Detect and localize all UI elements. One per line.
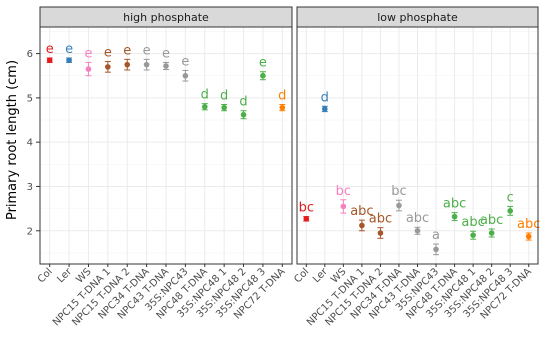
significance-label: d	[278, 89, 286, 104]
significance-label: d	[239, 95, 247, 110]
data-point	[124, 61, 131, 68]
significance-label: e	[259, 56, 267, 71]
significance-label: d	[220, 89, 228, 104]
significance-label: bc	[336, 184, 351, 199]
data-point	[221, 104, 227, 111]
significance-label: abc	[406, 211, 429, 226]
significance-label: abc	[350, 204, 373, 219]
data-point	[451, 213, 458, 220]
significance-label: e	[65, 42, 73, 57]
data-point	[46, 57, 53, 64]
y-tick-label: 3	[27, 182, 33, 193]
data-point	[163, 63, 169, 69]
data-point	[488, 230, 495, 236]
significance-label: bc	[299, 201, 314, 216]
data-point	[182, 72, 189, 79]
significance-label: e	[162, 46, 170, 61]
significance-label: abc	[443, 197, 466, 212]
facet-strip-title: high phosphate	[123, 11, 209, 24]
data-point	[303, 216, 310, 222]
significance-label: e	[123, 43, 131, 58]
significance-label: c	[507, 190, 514, 205]
panel-border	[296, 26, 539, 265]
significance-label: bc	[391, 184, 406, 199]
x-tick-label: Col	[292, 266, 311, 285]
data-point	[279, 104, 286, 111]
significance-label: abc	[480, 213, 503, 228]
y-tick-label: 5	[27, 93, 33, 104]
significance-label: e	[46, 42, 54, 57]
data-point	[470, 232, 476, 239]
data-point	[396, 202, 402, 209]
data-point	[322, 106, 328, 112]
x-tick-label: Ler	[311, 266, 330, 285]
y-tick-label: 4	[27, 138, 33, 149]
x-tick-label: Col	[36, 266, 55, 285]
data-point	[414, 227, 421, 234]
significance-label: e	[104, 46, 112, 61]
significance-label: abc	[369, 212, 392, 227]
data-point	[525, 233, 532, 240]
y-tick-label: 2	[27, 226, 33, 237]
data-point	[143, 61, 150, 68]
data-point	[105, 64, 111, 70]
significance-label: a	[432, 228, 440, 243]
significance-label: abc	[517, 217, 540, 232]
significance-label: d	[321, 90, 329, 105]
data-point	[66, 57, 72, 64]
significance-label: e	[84, 46, 92, 61]
data-point	[433, 246, 439, 253]
facet-strip-title: low phosphate	[377, 11, 458, 24]
y-tick-label: 6	[27, 49, 33, 60]
significance-label: d	[201, 88, 209, 103]
data-point	[507, 208, 513, 214]
panel-border	[39, 26, 293, 265]
x-tick-label: Ler	[55, 266, 74, 285]
significance-label: e	[181, 54, 189, 69]
data-point	[240, 111, 247, 118]
data-point	[260, 72, 266, 79]
data-point	[359, 222, 365, 229]
data-point	[340, 203, 347, 210]
y-axis-title: Primary root length (cm)	[5, 60, 20, 220]
data-point	[377, 230, 384, 236]
significance-label: e	[143, 43, 151, 58]
data-point	[85, 66, 92, 72]
significance-label: abc	[461, 215, 484, 230]
data-point	[201, 103, 208, 110]
